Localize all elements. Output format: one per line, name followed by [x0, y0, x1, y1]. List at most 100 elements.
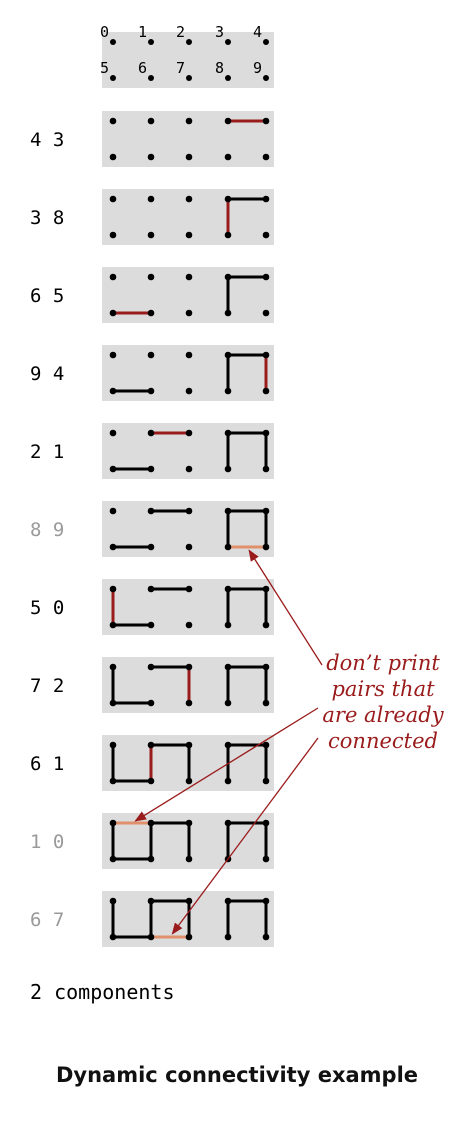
site-dot [224, 465, 232, 473]
pair-label: 2 1 [30, 441, 64, 463]
site-dot [109, 777, 117, 785]
site-dot [109, 507, 117, 515]
site-dot [147, 819, 155, 827]
site-dot [262, 741, 270, 749]
site-dot [262, 933, 270, 941]
site-dot [224, 195, 232, 203]
site-index-label: 2 [176, 23, 185, 41]
site-dot [262, 543, 270, 551]
annotation-line-4: connected [328, 729, 438, 753]
site-dot [224, 387, 232, 395]
site-dot [147, 231, 155, 239]
site-dot [109, 897, 117, 905]
pair-label: 4 3 [30, 129, 64, 151]
site-index-label: 6 [138, 59, 147, 77]
site-dot [224, 309, 232, 317]
site-dot [185, 699, 193, 707]
site-dot [224, 507, 232, 515]
site-dot [109, 621, 117, 629]
connectivity-step: 6 5 [30, 267, 274, 323]
site-dot [148, 75, 154, 81]
site-dot [185, 387, 193, 395]
site-dot [262, 117, 270, 125]
connectivity-step: 1 0 [30, 813, 274, 869]
pair-label: 7 2 [30, 675, 64, 697]
site-dot [185, 117, 193, 125]
annotation-line-3: are already [322, 703, 444, 727]
pair-label: 8 9 [30, 519, 64, 541]
site-dot [147, 351, 155, 359]
site-dot [262, 195, 270, 203]
site-dot [185, 153, 193, 161]
site-dot [110, 39, 116, 45]
site-dot [185, 777, 193, 785]
site-dot [147, 465, 155, 473]
site-dot [224, 351, 232, 359]
site-dot [224, 621, 232, 629]
site-dot [147, 273, 155, 281]
site-dot [262, 351, 270, 359]
site-dot [224, 897, 232, 905]
site-dot [185, 351, 193, 359]
component-count: 2 components [30, 980, 175, 1004]
site-dot [185, 465, 193, 473]
site-index-label: 3 [215, 23, 224, 41]
site-dot [224, 741, 232, 749]
site-dot [263, 75, 269, 81]
connectivity-steps: 4 3 3 8 6 5 9 4 2 1 8 9 5 0 7 2 6 1 1 0 6 7 [30, 111, 274, 947]
connectivity-step: 6 7 [30, 891, 274, 947]
site-dot [225, 39, 231, 45]
figure-caption: Dynamic connectivity example [56, 1063, 418, 1087]
site-dot [109, 195, 117, 203]
annotation-line-1: don’t print [326, 651, 440, 675]
site-dot [185, 621, 193, 629]
site-dot [147, 699, 155, 707]
site-dot [185, 741, 193, 749]
site-dot [224, 117, 232, 125]
site-dot [262, 777, 270, 785]
pair-label: 6 1 [30, 753, 64, 775]
site-dot [109, 585, 117, 593]
site-dot [224, 585, 232, 593]
index-header: 0 1 2 3 4 5 6 7 8 9 [100, 23, 274, 88]
site-dot [224, 819, 232, 827]
site-dot [109, 933, 117, 941]
site-dot [147, 855, 155, 863]
site-dot [147, 777, 155, 785]
site-dot [186, 39, 192, 45]
site-index-label: 5 [100, 59, 109, 77]
connectivity-step: 9 4 [30, 345, 274, 401]
site-dot [110, 75, 116, 81]
site-dot [224, 429, 232, 437]
annotation-arrow [134, 707, 319, 822]
site-dot [147, 543, 155, 551]
site-dot [147, 195, 155, 203]
site-dot [109, 273, 117, 281]
site-dot [224, 663, 232, 671]
site-dot [185, 663, 193, 671]
site-dot [185, 933, 193, 941]
site-dot [185, 231, 193, 239]
site-dot [147, 507, 155, 515]
site-dot [262, 231, 270, 239]
site-index-label: 7 [176, 59, 185, 77]
site-dot [109, 429, 117, 437]
connectivity-step: 4 3 [30, 111, 274, 167]
site-dot [185, 309, 193, 317]
connectivity-step: 8 9 [30, 501, 274, 557]
site-dot [147, 663, 155, 671]
pair-label: 3 8 [30, 207, 64, 229]
site-dot [185, 195, 193, 203]
site-dot [147, 387, 155, 395]
site-dot [262, 387, 270, 395]
site-dot [185, 507, 193, 515]
site-dot [185, 543, 193, 551]
site-index-label: 8 [215, 59, 224, 77]
site-dot [224, 231, 232, 239]
connectivity-step: 7 2 [30, 657, 274, 713]
site-dot [109, 699, 117, 707]
pair-label: 6 7 [30, 909, 64, 931]
connectivity-step: 6 1 [30, 735, 274, 791]
site-dot [185, 819, 193, 827]
site-dot [262, 507, 270, 515]
